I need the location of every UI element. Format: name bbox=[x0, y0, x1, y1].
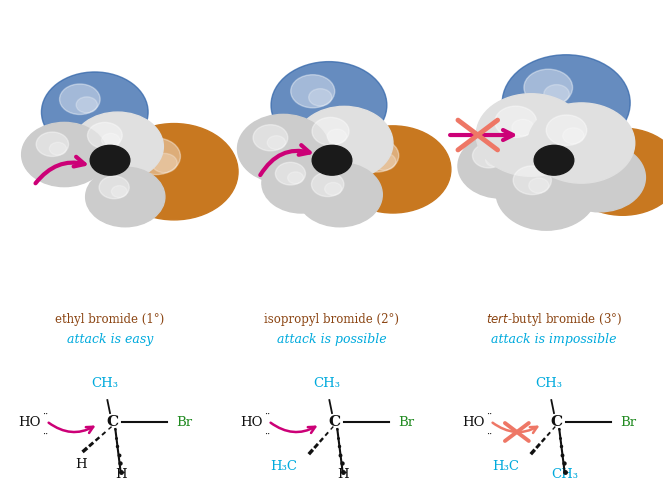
Text: attack is easy: attack is easy bbox=[67, 334, 153, 346]
Text: H: H bbox=[75, 458, 87, 471]
Text: ··: ·· bbox=[264, 410, 271, 419]
Circle shape bbox=[476, 94, 586, 176]
Text: HO: HO bbox=[463, 416, 485, 428]
Circle shape bbox=[112, 186, 127, 198]
Circle shape bbox=[72, 112, 163, 181]
Circle shape bbox=[529, 178, 549, 193]
Circle shape bbox=[544, 84, 569, 104]
Text: $\mathit{tert}$-butyl bromide (3°): $\mathit{tert}$-butyl bromide (3°) bbox=[486, 312, 622, 328]
Circle shape bbox=[151, 154, 177, 172]
Text: ··: ·· bbox=[487, 430, 493, 439]
Circle shape bbox=[570, 154, 604, 180]
Circle shape bbox=[312, 118, 349, 145]
Circle shape bbox=[562, 128, 584, 144]
Circle shape bbox=[276, 162, 305, 185]
Circle shape bbox=[602, 155, 625, 172]
Circle shape bbox=[253, 124, 288, 151]
Text: CH₃: CH₃ bbox=[91, 377, 118, 390]
Circle shape bbox=[325, 182, 342, 196]
Text: Br: Br bbox=[176, 416, 193, 428]
Circle shape bbox=[90, 146, 130, 175]
Circle shape bbox=[496, 154, 597, 230]
Circle shape bbox=[495, 106, 537, 138]
Circle shape bbox=[267, 136, 286, 149]
Circle shape bbox=[534, 146, 574, 175]
Text: isopropyl bromide (2°): isopropyl bromide (2°) bbox=[264, 314, 400, 326]
Text: ··: ·· bbox=[42, 430, 48, 439]
Text: Br: Br bbox=[398, 416, 414, 428]
Circle shape bbox=[60, 84, 100, 114]
Circle shape bbox=[458, 134, 543, 198]
Circle shape bbox=[473, 144, 505, 168]
Text: C: C bbox=[550, 415, 562, 429]
Text: H: H bbox=[337, 468, 349, 481]
Circle shape bbox=[41, 72, 148, 152]
Circle shape bbox=[512, 120, 534, 136]
Text: Br: Br bbox=[620, 416, 636, 428]
Circle shape bbox=[584, 164, 602, 178]
Circle shape bbox=[309, 88, 332, 106]
Text: ··: ·· bbox=[42, 410, 48, 419]
Circle shape bbox=[288, 172, 303, 184]
Text: attack is impossible: attack is impossible bbox=[491, 334, 617, 346]
Text: attack is possible: attack is possible bbox=[277, 334, 387, 346]
Text: HO: HO bbox=[240, 416, 263, 428]
Text: H₃C: H₃C bbox=[493, 460, 519, 473]
Circle shape bbox=[327, 129, 347, 144]
Text: H: H bbox=[115, 468, 126, 481]
Circle shape bbox=[524, 69, 572, 106]
Text: CH₃: CH₃ bbox=[551, 468, 578, 481]
Text: CH₃: CH₃ bbox=[313, 377, 340, 390]
Circle shape bbox=[564, 128, 664, 216]
Circle shape bbox=[86, 167, 165, 227]
Text: ethyl bromide (1°): ethyl bromide (1°) bbox=[55, 314, 165, 326]
Text: ··: ·· bbox=[264, 430, 271, 439]
Circle shape bbox=[335, 126, 451, 213]
Circle shape bbox=[584, 141, 628, 174]
Text: C: C bbox=[107, 415, 119, 429]
Circle shape bbox=[110, 124, 238, 220]
Circle shape bbox=[297, 162, 382, 227]
Circle shape bbox=[99, 176, 129, 199]
Circle shape bbox=[262, 154, 341, 213]
Circle shape bbox=[102, 134, 120, 147]
Text: H₃C: H₃C bbox=[270, 460, 297, 473]
Circle shape bbox=[131, 138, 181, 174]
Circle shape bbox=[528, 103, 635, 183]
Circle shape bbox=[36, 132, 68, 156]
Circle shape bbox=[546, 115, 587, 146]
Circle shape bbox=[311, 172, 344, 197]
Circle shape bbox=[554, 143, 645, 212]
Circle shape bbox=[373, 153, 396, 170]
Circle shape bbox=[49, 142, 66, 155]
Circle shape bbox=[485, 154, 503, 166]
Text: HO: HO bbox=[19, 416, 41, 428]
Circle shape bbox=[238, 114, 329, 183]
Circle shape bbox=[22, 122, 107, 186]
Text: CH₃: CH₃ bbox=[535, 377, 562, 390]
Circle shape bbox=[291, 74, 335, 108]
Circle shape bbox=[88, 122, 122, 148]
Text: C: C bbox=[329, 415, 341, 429]
Circle shape bbox=[355, 139, 399, 172]
Circle shape bbox=[295, 106, 393, 180]
Circle shape bbox=[312, 146, 352, 175]
Circle shape bbox=[271, 62, 387, 149]
Circle shape bbox=[502, 54, 630, 151]
Text: ··: ·· bbox=[487, 410, 493, 419]
Circle shape bbox=[76, 97, 98, 113]
Circle shape bbox=[513, 166, 551, 194]
